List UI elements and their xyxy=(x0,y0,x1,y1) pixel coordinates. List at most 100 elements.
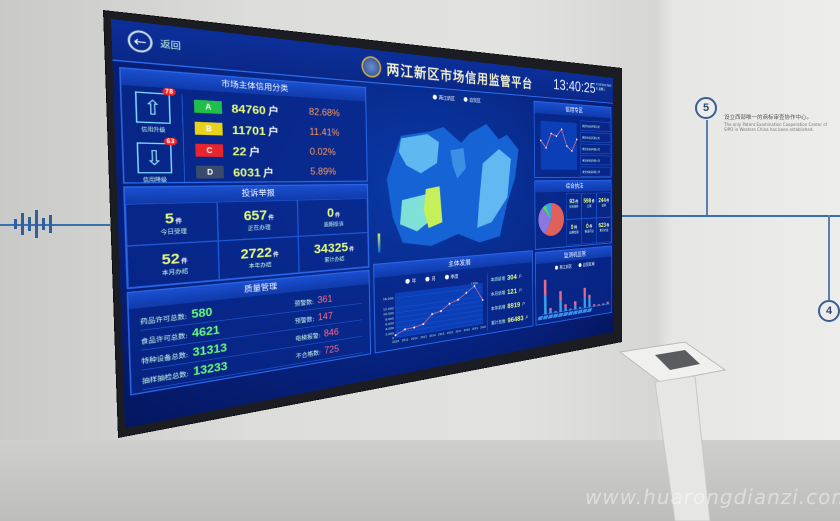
company-list-item[interactable]: 重庆市某某有限公司 xyxy=(581,167,611,177)
map-scale-bar xyxy=(378,233,381,252)
wall-caption: 设立西部唯一的商标审查协作中心。 The only Patent Examina… xyxy=(724,114,834,132)
unit: 件 xyxy=(181,257,188,264)
x-tick-label: 2017 xyxy=(455,329,461,334)
y-tick-label: 12,000 xyxy=(383,307,394,312)
y-tick-label: 2,000 xyxy=(385,331,394,336)
stat-label: 移送司法 xyxy=(582,229,596,234)
enforcement-panel: 综合执法 93件 待审案件 598件 立案 244件 结案 0件 逾期结案 0件 移送司法 623件… xyxy=(534,180,611,250)
timeline-connector xyxy=(828,215,830,303)
value: 121 xyxy=(507,287,517,296)
unit: 件 xyxy=(349,246,354,252)
unit: 户 xyxy=(268,126,279,138)
label: 预警数: xyxy=(295,316,315,325)
credit-zone-line-chart xyxy=(536,116,579,177)
stat-cell[interactable]: 5件 今日受理 xyxy=(125,202,218,246)
value: 657 xyxy=(243,207,267,223)
stat-label: 结案 xyxy=(597,203,611,208)
label: 本周新增 xyxy=(491,275,505,283)
bar xyxy=(544,295,547,314)
stat-cell[interactable]: 623件 累计办结 xyxy=(597,217,612,243)
value: 5 xyxy=(165,210,175,227)
x-tick-label: 2011 xyxy=(402,338,409,343)
monitor-panel: 监测机监管 两江新区 自贸区域 xyxy=(535,245,612,325)
x-label-stripe xyxy=(573,310,579,314)
unit: 户 xyxy=(249,146,260,158)
stat-label: 立案 xyxy=(582,204,596,209)
company-list-item[interactable]: 重庆市某某有限公司 xyxy=(580,132,610,143)
x-tick-label: 2018 xyxy=(464,328,470,333)
unit: 件 xyxy=(335,212,340,218)
company-name: 重庆市某某有限公司 xyxy=(582,135,600,139)
stat-label: 逾期结案 xyxy=(567,230,582,235)
stat-cell[interactable]: 657件 正在办理 xyxy=(217,200,298,241)
district-map[interactable] xyxy=(370,96,533,262)
y-tick-label: 6,000 xyxy=(385,322,394,327)
label: 药品许可总数: xyxy=(140,313,187,326)
stat-cell[interactable]: 0件 逾期结案 xyxy=(566,219,582,246)
y-tick-label: 16,000 xyxy=(383,297,394,302)
bar xyxy=(564,307,566,311)
stat-label: 待审案件 xyxy=(566,204,581,209)
company-list-item[interactable]: 重庆市某某有限公司 xyxy=(581,155,611,165)
bar xyxy=(549,308,552,311)
unit: 件 xyxy=(268,214,274,220)
downgrade-label: 信用降级 xyxy=(143,176,167,183)
value: 304 xyxy=(507,273,517,282)
stat-cell[interactable]: 34325件 累计办结 xyxy=(298,232,368,272)
x-tick-label: 2013 xyxy=(420,335,427,340)
x-label-stripe xyxy=(542,315,548,320)
stat-cell[interactable]: 598件 立案 xyxy=(581,193,596,219)
unit: 户 xyxy=(525,314,528,320)
company-name: 重庆市某某有限公司 xyxy=(582,147,600,151)
value: 580 xyxy=(191,306,212,321)
unit: 户 xyxy=(519,287,522,293)
stat-label: 逾期投诉 xyxy=(298,219,367,230)
bar xyxy=(584,288,586,297)
value: 147 xyxy=(318,311,333,323)
unit: 件 xyxy=(592,199,595,203)
bar xyxy=(584,297,586,308)
timeline-connector xyxy=(706,120,708,215)
unit: 户 xyxy=(268,105,279,117)
credit-downgrade-button[interactable]: ⇩ 63 xyxy=(136,142,172,173)
enforcement-pie-chart xyxy=(537,196,566,243)
value: 846 xyxy=(324,327,339,339)
arrow-up-icon: ⇧ xyxy=(143,96,163,120)
company-list-item[interactable]: 重庆市某某有限公司 xyxy=(580,121,610,132)
count-value: 11701 xyxy=(232,124,266,138)
grade-badge: D xyxy=(196,166,224,179)
value: 96483 xyxy=(507,314,523,325)
value: 0 xyxy=(327,205,334,220)
company-list-item[interactable]: 重庆市某某有限公司 xyxy=(581,144,611,154)
x-label-stripe xyxy=(537,316,543,321)
bar xyxy=(574,301,576,305)
label: 电梯报警: xyxy=(295,332,320,342)
value: 31313 xyxy=(192,341,227,359)
x-tick-label: 2015 xyxy=(438,332,444,337)
label: 累计总数 xyxy=(491,318,505,327)
unit: 件 xyxy=(175,218,182,225)
stat-cell[interactable]: 244件 结案 xyxy=(597,192,612,217)
grade-percent: 0.02% xyxy=(310,147,336,158)
value: 52 xyxy=(161,250,179,268)
bar xyxy=(559,291,562,301)
stat-cell[interactable]: 0件 逾期投诉 xyxy=(297,198,368,236)
bar xyxy=(544,280,547,296)
count-value: 6031 xyxy=(233,167,261,180)
monitor-bar-chart xyxy=(537,265,611,324)
audio-wave-icon xyxy=(14,210,52,238)
label: 预警数: xyxy=(294,299,314,308)
badge: 63 xyxy=(164,138,177,146)
development-panel: 主体发展 年月季度 0 2,000 4,000 6,000 8,000 10,000 12,… xyxy=(373,250,533,353)
stat-cell[interactable]: 93件 待审案件 xyxy=(566,193,582,219)
credit-upgrade-button[interactable]: ⇧ 78 xyxy=(135,91,171,124)
back-button[interactable]: ← 返回 xyxy=(127,29,181,56)
stat-cell[interactable]: 52件 本月办结 xyxy=(127,241,220,288)
stat-cell[interactable]: 0件 移送司法 xyxy=(582,218,597,244)
timeline-step-5: 5 xyxy=(695,97,717,119)
credit-zone-panel: 信用专区 重庆市某某有限公司 重庆市某某有限公司 重庆市某某有限公司 重庆市某某有限公… xyxy=(534,101,612,178)
stat-cell[interactable]: 2722件 本年办结 xyxy=(218,236,298,279)
bar xyxy=(549,310,552,313)
arrow-left-icon: ← xyxy=(127,29,153,53)
bar xyxy=(559,300,562,312)
